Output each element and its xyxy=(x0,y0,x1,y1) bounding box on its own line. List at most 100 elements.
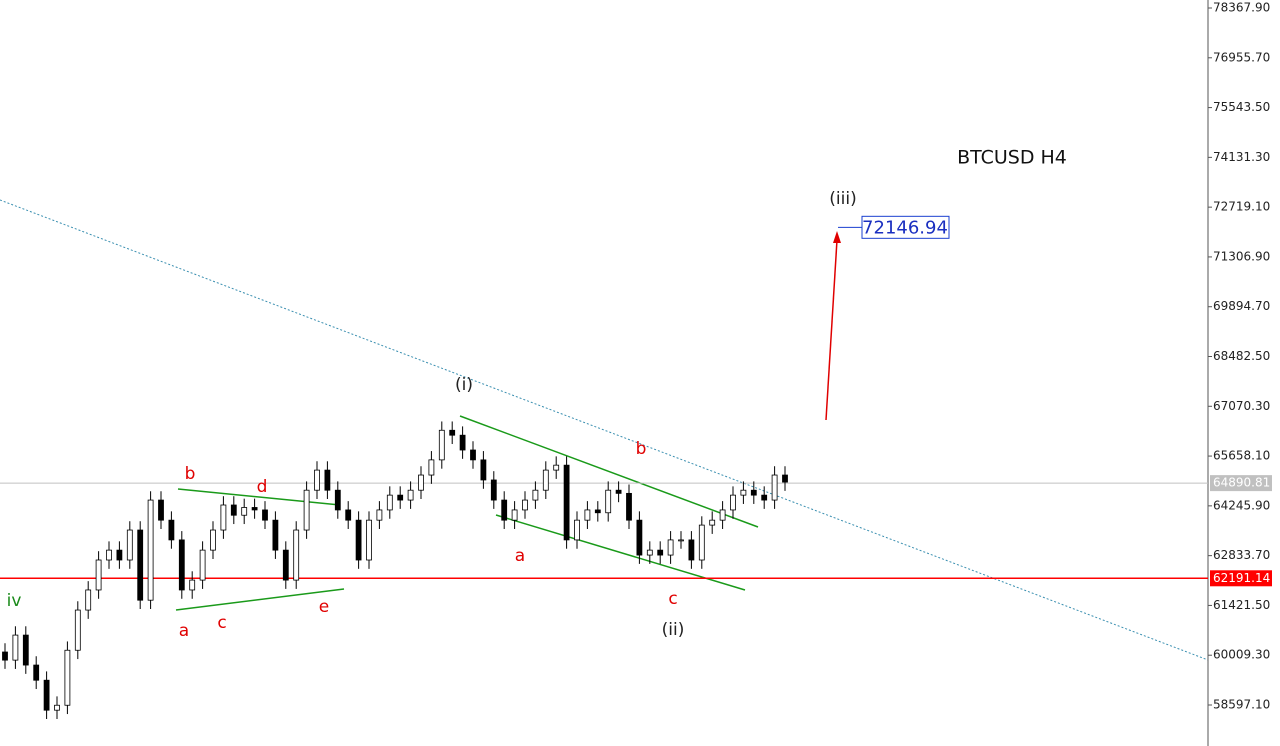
wave-label: a xyxy=(515,546,525,566)
candle-body xyxy=(293,529,300,581)
candle-body xyxy=(470,449,476,461)
candle-body xyxy=(386,494,393,511)
channel-upper xyxy=(459,415,759,528)
y-tick-label: 74131.30 xyxy=(1213,150,1270,164)
candle-body xyxy=(615,489,622,494)
candle-body xyxy=(542,469,549,491)
candle-body xyxy=(147,499,154,601)
channel-lower xyxy=(495,514,746,591)
arrow-head xyxy=(833,231,841,243)
y-tick-label: 72719.10 xyxy=(1213,200,1270,214)
candle-body xyxy=(563,464,570,541)
candle-body xyxy=(74,609,81,651)
candle-body xyxy=(376,509,383,521)
triangle-lower xyxy=(175,588,345,611)
candle-body xyxy=(771,474,778,501)
candle-body xyxy=(95,559,102,591)
candle-body xyxy=(12,634,19,661)
y-tick-label: 76955.70 xyxy=(1213,50,1270,64)
candle-body xyxy=(303,489,310,531)
candle-body xyxy=(636,519,643,556)
candle-body xyxy=(532,489,539,501)
candle-body xyxy=(210,529,216,551)
candle-body xyxy=(168,519,175,541)
y-tick-label: 68482.50 xyxy=(1213,349,1270,363)
candle-body xyxy=(511,509,518,521)
candle-body xyxy=(355,519,362,561)
candle-body xyxy=(584,509,591,521)
candle-body xyxy=(719,509,726,521)
candle-body xyxy=(698,524,705,561)
candle-body xyxy=(750,489,757,496)
candle-body xyxy=(626,492,632,521)
candle-body xyxy=(314,469,320,491)
price-label: 64890.81 xyxy=(1213,476,1270,490)
y-tick-label: 65658.10 xyxy=(1213,449,1270,463)
candle-body xyxy=(251,507,258,511)
candle-body xyxy=(85,589,92,611)
wave-label: d xyxy=(257,477,268,497)
target-arrow xyxy=(825,239,838,421)
wave-label: a xyxy=(179,621,189,641)
y-tick-label: 58597.10 xyxy=(1213,697,1270,711)
candle-body xyxy=(574,519,580,541)
candle-body xyxy=(282,549,289,581)
candle-body xyxy=(64,649,71,706)
candle-body xyxy=(43,679,50,711)
candle-body xyxy=(761,494,768,501)
candle-body xyxy=(2,651,8,661)
candle-body xyxy=(688,539,695,561)
candle-body xyxy=(158,499,164,521)
price-label: 62191.14 xyxy=(1213,571,1270,585)
candle-body xyxy=(407,489,414,501)
y-tick-label: 78367.90 xyxy=(1213,1,1270,15)
candle-body xyxy=(199,549,206,581)
wave-label: c xyxy=(668,589,677,609)
target-box xyxy=(861,215,950,239)
candle-body xyxy=(657,549,664,556)
candle-body xyxy=(397,494,404,501)
candle-body xyxy=(262,509,268,521)
candle-body xyxy=(501,499,508,521)
candle-body xyxy=(594,509,601,514)
wave-label: b xyxy=(636,439,647,459)
candle-body xyxy=(782,474,788,483)
candle-body xyxy=(334,489,341,511)
candle-body xyxy=(54,704,60,711)
candle-body xyxy=(230,504,237,516)
wave-label: c xyxy=(217,613,226,633)
candle-body xyxy=(106,549,112,561)
wave-label: iv xyxy=(7,591,22,611)
candle-body xyxy=(605,489,612,514)
wave-label: (ii) xyxy=(662,620,685,640)
candle-body xyxy=(490,479,497,501)
y-tick-label: 71306.90 xyxy=(1213,249,1270,263)
candle-body xyxy=(459,434,466,451)
chart-title: BTCUSD H4 xyxy=(957,147,1067,169)
drawings xyxy=(0,0,1209,746)
price-label-box xyxy=(1210,475,1272,492)
candle-body xyxy=(126,529,133,561)
price-label-box xyxy=(1210,570,1272,587)
candle-body xyxy=(137,529,144,601)
y-tick-label: 75543.50 xyxy=(1213,100,1270,114)
candle-body xyxy=(345,509,352,521)
candle-body xyxy=(740,489,747,496)
candle-body xyxy=(272,519,279,551)
candle-body xyxy=(116,549,123,561)
candle-body xyxy=(553,464,560,471)
candle-body xyxy=(480,459,487,481)
candle-body xyxy=(709,519,716,526)
candle-body xyxy=(730,494,736,511)
candle-body xyxy=(428,459,435,476)
candle-body xyxy=(324,469,331,491)
candle-body xyxy=(33,664,40,681)
candle-body xyxy=(449,429,456,436)
target-label: 72146.94 xyxy=(862,217,948,238)
candle-body xyxy=(220,504,227,531)
candle-body xyxy=(522,499,528,511)
candle-body xyxy=(241,507,248,516)
y-tick-label: 61421.50 xyxy=(1213,598,1270,612)
y-tick-label: 60009.30 xyxy=(1213,648,1270,662)
